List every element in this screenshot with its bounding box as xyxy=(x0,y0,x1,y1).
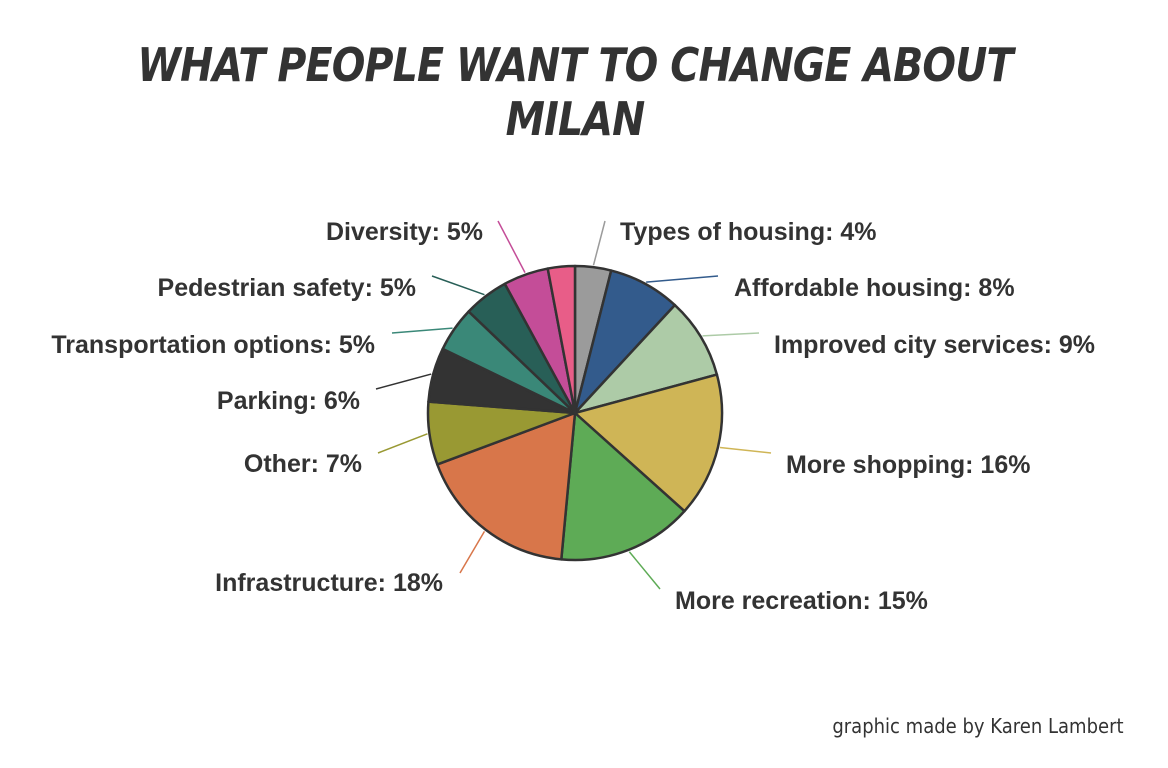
leader-line xyxy=(431,275,485,296)
slice-label: Infrastructure: 18% xyxy=(215,569,443,597)
chart-title: What people want to change about Milan xyxy=(137,38,1013,146)
leader-line xyxy=(592,220,606,266)
pie-slice xyxy=(573,373,724,513)
slice-label: More recreation: 15% xyxy=(675,587,928,615)
leader-lines xyxy=(375,220,772,590)
slice-label: Diversity: 5% xyxy=(326,218,483,246)
slice-label: More shopping: 16% xyxy=(786,451,1030,479)
slice-label: Other: 7% xyxy=(244,450,362,478)
leader-line xyxy=(375,373,432,390)
slice-label: Parking: 6% xyxy=(217,387,360,415)
leader-line xyxy=(719,446,772,454)
pie-slice xyxy=(560,411,686,562)
leader-line xyxy=(391,327,453,334)
leader-line xyxy=(646,275,719,283)
leader-line xyxy=(628,551,661,590)
pie-slice xyxy=(436,411,577,561)
slice-labels: Types of housing: 4% Affordable housing: … xyxy=(51,218,1095,615)
slice-label: Improved city services: 9% xyxy=(774,331,1095,359)
leader-line xyxy=(377,433,428,454)
credit-text: graphic made by Karen Lambert xyxy=(832,714,1124,738)
leader-line xyxy=(702,332,760,337)
slice-label: Transportation options: 5% xyxy=(51,331,375,359)
slice-label: Types of housing: 4% xyxy=(620,218,877,246)
leader-line xyxy=(497,220,526,273)
slice-label: Affordable housing: 8% xyxy=(734,274,1015,302)
pie-slice xyxy=(573,303,719,415)
slice-label: Pedestrian safety: 5% xyxy=(158,274,416,302)
leader-line xyxy=(459,530,486,574)
pie-slice xyxy=(546,264,577,415)
pie-slices xyxy=(426,264,724,562)
